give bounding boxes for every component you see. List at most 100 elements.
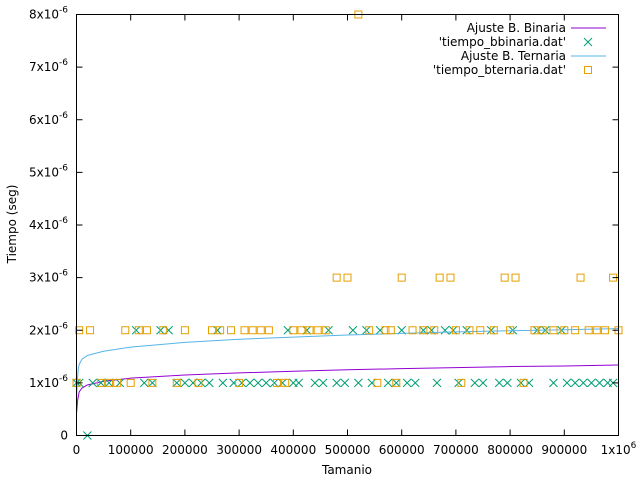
data-point-tiempo-bbinaria-dat [310, 378, 320, 388]
data-point-tiempo-bbinaria-dat [164, 325, 173, 335]
data-point-tiempo-bbinaria-dat [294, 378, 304, 388]
data-point-tiempo-bternaria-dat [159, 326, 168, 335]
series-line-ajuste-b-binaria [76, 364, 619, 414]
data-point-tiempo-bternaria-dat [530, 326, 539, 335]
x-tick-label: 600000 [379, 443, 425, 457]
data-point-tiempo-bbinaria-dat [318, 378, 328, 388]
y-tick-label: 1x10-6 [29, 374, 68, 390]
data-point-tiempo-bternaria-dat [576, 273, 585, 282]
data-point-tiempo-bbinaria-dat [486, 325, 496, 335]
x-tick-label-text: 900000 [541, 443, 587, 457]
data-point-tiempo-bbinaria-dat [432, 378, 442, 388]
y-tick-label-exponent: -6 [59, 269, 68, 279]
legend-label-ajuste-b-binaria: Ajuste B. Binaria [467, 21, 566, 35]
series-layer [72, 10, 623, 440]
data-point-tiempo-bbinaria-dat [131, 325, 141, 335]
data-point-tiempo-bbinaria-dat [148, 378, 157, 388]
data-point-tiempo-bbinaria-dat [595, 378, 604, 388]
data-point-tiempo-bbinaria-dat [362, 325, 371, 335]
data-point-tiempo-bbinaria-dat [578, 378, 588, 388]
data-point-tiempo-bternaria-dat [172, 378, 181, 387]
data-point-tiempo-bternaria-dat [365, 326, 374, 335]
data-point-tiempo-bbinaria-dat [440, 325, 450, 335]
data-point-tiempo-bternaria-dat [592, 326, 601, 335]
data-point-tiempo-bternaria-dat [240, 326, 249, 335]
data-point-tiempo-bbinaria-dat [516, 378, 526, 388]
x-tick-label-text: 800000 [487, 443, 533, 457]
data-point-tiempo-bternaria-dat [560, 326, 569, 335]
y-tick-label: 6x10-6 [29, 111, 68, 127]
plot-frame [76, 14, 619, 436]
data-point-tiempo-bbinaria-dat [261, 378, 271, 388]
x-tick-label-exponent: 6 [631, 441, 637, 451]
data-point-tiempo-bbinaria-dat [213, 325, 222, 335]
y-tick-label-exponent: -6 [59, 6, 68, 16]
data-point-tiempo-bternaria-dat [216, 326, 225, 335]
data-point-tiempo-bternaria-dat [256, 326, 265, 335]
data-point-tiempo-bternaria-dat [506, 326, 515, 335]
data-point-tiempo-bbinaria-dat [204, 378, 214, 388]
data-point-tiempo-bbinaria-dat [278, 378, 287, 388]
data-point-tiempo-bternaria-dat [519, 378, 528, 387]
data-point-tiempo-bternaria-dat [343, 273, 352, 282]
data-point-tiempo-bternaria-dat [476, 326, 485, 335]
y-tick-label-text: 7x10 [29, 60, 59, 74]
y-tick-label-exponent: -6 [59, 163, 68, 173]
data-point-tiempo-bternaria-dat [489, 326, 498, 335]
data-point-tiempo-bternaria-dat [430, 326, 439, 335]
x-tick-label-text: 600000 [379, 443, 425, 457]
data-point-tiempo-bbinaria-dat [218, 378, 228, 388]
data-point-tiempo-bbinaria-dat [237, 378, 247, 388]
data-point-tiempo-bbinaria-dat [302, 325, 312, 335]
x-tick-label: 300000 [216, 443, 262, 457]
legend-label-tiempo-bbinaria-dat: 'tiempo_bbinaria.dat' [439, 35, 566, 49]
data-point-tiempo-bternaria-dat [435, 273, 444, 282]
x-tick-label: 900000 [541, 443, 587, 457]
y-tick-label-exponent: -6 [59, 374, 68, 384]
y-tick-label-text: 8x10 [29, 8, 59, 22]
data-point-tiempo-bternaria-dat [408, 326, 417, 335]
data-point-tiempo-bternaria-dat [86, 326, 95, 335]
x-tick-label: 1x106 [601, 441, 637, 457]
data-point-tiempo-bbinaria-dat [478, 378, 488, 388]
x-tick-label-text: 100000 [108, 443, 154, 457]
data-point-tiempo-bternaria-dat [373, 378, 382, 387]
x-tick-label-text: 0 [73, 443, 81, 457]
data-point-tiempo-bbinaria-dat [324, 325, 333, 335]
y-tick-label-exponent: -6 [59, 111, 68, 121]
x-tick-label: 700000 [433, 443, 479, 457]
y-tick-label-text: 1x10 [29, 376, 59, 390]
data-point-tiempo-bternaria-dat [392, 378, 401, 387]
y-tick-label-text: 3x10 [29, 271, 59, 285]
data-point-tiempo-bternaria-dat [451, 326, 460, 335]
ticks-layer: 0 100000 200000 300000 400000 500000 600000 700… [29, 6, 637, 458]
data-point-tiempo-bbinaria-dat [229, 378, 239, 388]
data-point-tiempo-bbinaria-dat [139, 378, 149, 388]
x-tick-label-text: 300000 [216, 443, 262, 457]
data-point-tiempo-bbinaria-dat [104, 378, 114, 388]
data-point-tiempo-bbinaria-dat [269, 378, 279, 388]
y-tick-label: 0 [60, 429, 68, 443]
data-point-tiempo-bbinaria-dat [245, 378, 255, 388]
data-point-tiempo-bternaria-dat [142, 326, 151, 335]
data-point-tiempo-bternaria-dat [264, 326, 273, 335]
data-point-tiempo-bternaria-dat [105, 378, 114, 387]
data-point-tiempo-bbinaria-dat [188, 378, 198, 388]
data-point-tiempo-bternaria-dat [305, 326, 314, 335]
data-point-tiempo-bternaria-dat [235, 378, 244, 387]
data-point-tiempo-bternaria-dat [194, 378, 203, 387]
legend-sample-tiempo-bternaria-dat [584, 66, 592, 74]
data-point-tiempo-bbinaria-dat [367, 378, 377, 388]
data-point-tiempo-bbinaria-dat [172, 378, 182, 388]
data-point-tiempo-bternaria-dat [96, 378, 105, 387]
data-point-tiempo-bbinaria-dat [470, 378, 480, 388]
data-point-tiempo-bbinaria-dat [156, 325, 165, 335]
data-point-tiempo-bternaria-dat [289, 326, 298, 335]
data-point-tiempo-bbinaria-dat [253, 378, 263, 388]
data-point-tiempo-bternaria-dat [148, 378, 157, 387]
data-point-tiempo-bbinaria-dat [402, 378, 412, 388]
data-point-tiempo-bbinaria-dat [383, 378, 393, 388]
data-point-tiempo-bternaria-dat [113, 378, 122, 387]
x-tick-label-text: 700000 [433, 443, 479, 457]
legend: Ajuste B. Binaria'tiempo_bbinaria.dat'Aj… [433, 21, 606, 77]
